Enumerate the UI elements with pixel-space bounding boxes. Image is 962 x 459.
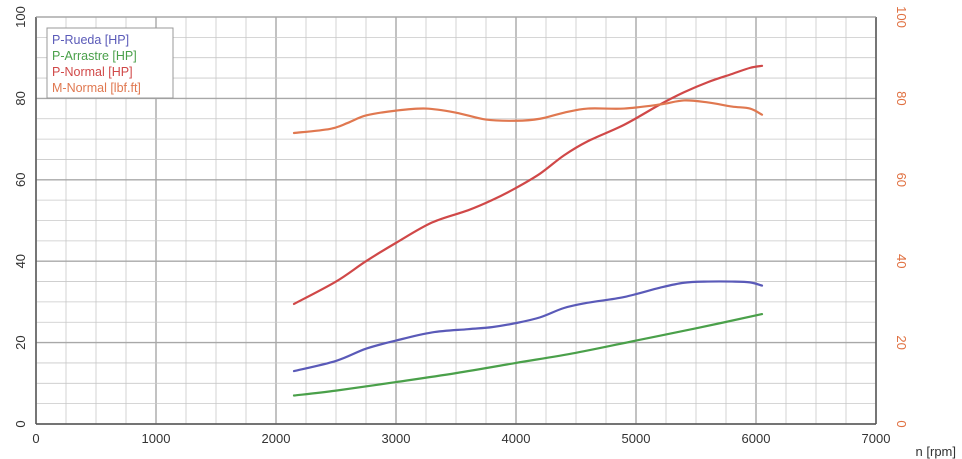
x-tick-label: 5000 <box>622 431 651 446</box>
x-tick-label: 3000 <box>382 431 411 446</box>
x-tick-label: 1000 <box>142 431 171 446</box>
x-tick-label: 6000 <box>742 431 771 446</box>
y-left-tick-label: 0 <box>13 420 28 427</box>
series-layer <box>292 64 764 397</box>
series-line-p-rueda <box>292 280 764 373</box>
y-right-tick-label: 20 <box>894 335 909 349</box>
y-axis-right-ticks: 0 20 40 60 80 100 <box>894 6 909 427</box>
y-right-tick-label: 60 <box>894 173 909 187</box>
x-tick-label: 0 <box>32 431 39 446</box>
x-axis-ticks: 0 1000 2000 3000 4000 5000 6000 7000 <box>32 431 890 446</box>
y-left-tick-label: 100 <box>13 6 28 28</box>
y-right-tick-label: 0 <box>894 420 909 427</box>
series-line-m-normal <box>292 99 764 135</box>
grid-lines <box>35 16 877 425</box>
legend: P-Rueda [HP] P-Arrastre [HP] P-Normal [H… <box>46 27 174 99</box>
y-right-tick-label: 40 <box>894 254 909 268</box>
legend-item-m-normal: M-Normal [lbf.ft] <box>52 81 141 95</box>
y-left-tick-label: 40 <box>13 254 28 268</box>
legend-box <box>46 27 174 99</box>
legend-item-p-normal: P-Normal [HP] <box>52 65 133 79</box>
x-tick-label: 2000 <box>262 431 291 446</box>
legend-item-p-rueda: P-Rueda [HP] <box>52 33 129 47</box>
y-left-tick-label: 60 <box>13 173 28 187</box>
y-left-tick-label: 80 <box>13 91 28 105</box>
legend-item-p-arrastre: P-Arrastre [HP] <box>52 49 137 63</box>
x-tick-label: 7000 <box>862 431 891 446</box>
y-axis-left-ticks: 0 20 40 60 80 100 <box>13 6 28 427</box>
x-axis-label: n [rpm] <box>916 444 956 459</box>
series-line-p-normal <box>292 64 764 306</box>
series-line-p-arrastre <box>292 313 764 397</box>
y-right-tick-label: 80 <box>894 91 909 105</box>
axes <box>35 16 877 425</box>
y-left-tick-label: 20 <box>13 335 28 349</box>
y-right-tick-label: 100 <box>894 6 909 28</box>
x-tick-label: 4000 <box>502 431 531 446</box>
